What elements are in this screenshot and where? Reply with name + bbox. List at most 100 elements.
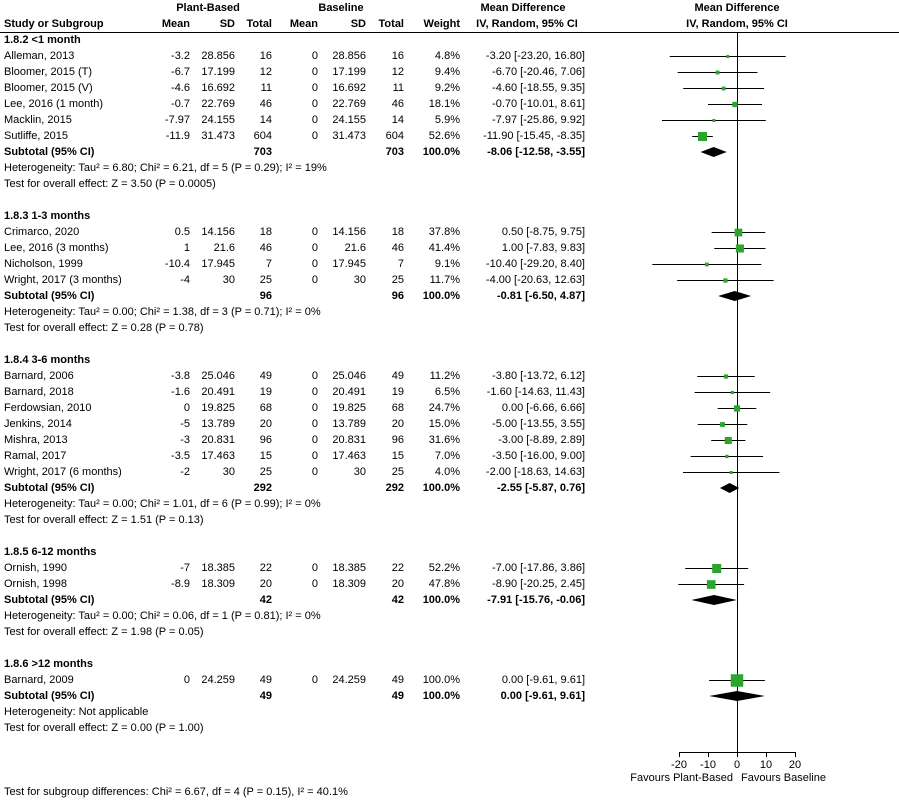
subgroup-difference-test: Test for subgroup differences: Chi² = 6.… [4, 786, 348, 798]
subtotal-label: Subtotal (95% CI) [4, 290, 95, 302]
plant-total: 19 [259, 386, 272, 398]
md-ci-text: -0.70 [-10.01, 8.61] [492, 98, 585, 110]
md-ci-text: -1.60 [-14.63, 11.43] [486, 386, 585, 398]
baseline-sd: 24.155 [332, 114, 366, 126]
baseline-group-header: Baseline [318, 2, 364, 14]
md-ci-text: 0.50 [-8.75, 9.75] [501, 226, 585, 238]
plant-mean: -8.9 [171, 578, 190, 590]
footer-row: Test for subgroup differences: Chi² = 6.… [0, 784, 899, 800]
plant-mean: -11.9 [165, 130, 190, 142]
baseline-sd: 18.309 [332, 578, 366, 590]
study-name: Nicholson, 1999 [4, 258, 83, 270]
plant-total: 11 [260, 82, 272, 94]
baseline-mean: 0 [311, 466, 318, 478]
col-ci-plot: IV, Random, 95% CI [686, 18, 788, 30]
weight: 4.8% [434, 50, 460, 62]
subgroup-label: 1.8.5 6-12 months [4, 546, 97, 558]
study-row: Bloomer, 2015 (V) -4.6 16.692 11 0 16.692 11 9.… [0, 80, 899, 96]
subgroup-label: 1.8.2 <1 month [4, 34, 81, 46]
plant-sd: 17.945 [201, 258, 235, 270]
study-name: Barnard, 2009 [4, 674, 74, 686]
plant-mean: -3.2 [171, 50, 190, 62]
plant-mean: -6.7 [171, 66, 190, 78]
plant-mean: -10.4 [164, 258, 190, 270]
plant-sd: 22.769 [201, 98, 235, 110]
study-row: Bloomer, 2015 (T) -6.7 17.199 12 0 17.199 12 9.… [0, 64, 899, 80]
plant-total: 16 [259, 50, 272, 62]
md-ci-text: -5.00 [-13.55, 3.55] [492, 418, 585, 430]
plant-sd: 14.156 [201, 226, 235, 238]
subtotal-label: Subtotal (95% CI) [4, 594, 95, 606]
baseline-total: 20 [391, 418, 404, 430]
overall-effect-row: Test for overall effect: Z = 1.98 (P = 0… [0, 624, 899, 640]
baseline-total: 25 [391, 466, 404, 478]
subtotal-ci-text: -8.06 [-12.58, -3.55] [487, 146, 585, 158]
subtotal-ci-text: -7.91 [-15.76, -0.06] [487, 594, 585, 606]
plant-mean: 0 [183, 674, 190, 686]
baseline-total: 25 [391, 274, 404, 286]
baseline-total: 16 [391, 50, 404, 62]
baseline-total: 14 [391, 114, 404, 126]
baseline-total: 49 [391, 674, 404, 686]
plant-sd: 20.491 [201, 386, 235, 398]
study-name: Wright, 2017 (6 months) [4, 466, 122, 478]
weight: 37.8% [428, 226, 460, 238]
baseline-total: 19 [391, 386, 404, 398]
baseline-sd: 28.856 [332, 50, 366, 62]
heterogeneity-text: Heterogeneity: Tau² = 0.00; Chi² = 1.38,… [4, 306, 321, 318]
weight: 41.4% [428, 242, 460, 254]
weight: 6.5% [434, 386, 460, 398]
subtotal-row: Subtotal (95% CI) 703 703 100.0% -8.06 [-12.… [0, 144, 899, 160]
overall-effect-row: Test for overall effect: Z = 3.50 (P = 0… [0, 176, 899, 192]
baseline-sd: 20.491 [332, 386, 366, 398]
study-name: Lee, 2016 (1 month) [4, 98, 104, 110]
plant-total: 46 [259, 98, 272, 110]
study-name: Barnard, 2018 [4, 386, 74, 398]
subtotal-row: Subtotal (95% CI) 42 42 100.0% -7.91 [-15.76… [0, 592, 899, 608]
subgroup-header-row: 1.8.3 1-3 months [0, 208, 899, 224]
subtotal-baseline-total: 49 [391, 690, 404, 702]
baseline-sd: 20.831 [332, 434, 366, 446]
plant-sd: 28.856 [201, 50, 235, 62]
plant-mean: 0 [183, 402, 190, 414]
plant-mean: -5 [180, 418, 190, 430]
col-study-or-subgroup: Study or Subgroup [4, 18, 104, 30]
subtotal-weight: 100.0% [422, 146, 460, 158]
baseline-mean: 0 [311, 274, 318, 286]
subtotal-plant-total: 703 [253, 146, 272, 158]
study-name: Ornish, 1990 [4, 562, 67, 574]
weight: 15.0% [428, 418, 460, 430]
study-name: Ornish, 1998 [4, 578, 67, 590]
plant-sd: 24.155 [201, 114, 235, 126]
heterogeneity-text: Heterogeneity: Tau² = 0.00; Chi² = 1.01,… [4, 498, 321, 510]
md-ci-text: -3.80 [-13.72, 6.12] [492, 370, 585, 382]
md-ci-text: -6.70 [-20.46, 7.06] [492, 66, 585, 78]
baseline-mean: 0 [311, 450, 318, 462]
md-ci-text: -4.60 [-18.55, 9.35] [492, 82, 585, 94]
plant-sd: 13.789 [201, 418, 235, 430]
baseline-total: 68 [391, 402, 404, 414]
baseline-mean: 0 [311, 434, 318, 446]
plant-total: 20 [259, 418, 272, 430]
plant-total: 49 [259, 674, 272, 686]
baseline-sd: 17.945 [332, 258, 366, 270]
col-ci-text: IV, Random, 95% CI [476, 18, 578, 30]
study-row: Ferdowsian, 2010 0 19.825 68 0 19.825 68 24.7% 0… [0, 400, 899, 416]
baseline-mean: 0 [311, 226, 318, 238]
study-name: Macklin, 2015 [4, 114, 72, 126]
baseline-sd: 24.259 [332, 674, 366, 686]
plant-total: 7 [265, 258, 272, 270]
study-name: Crimarco, 2020 [4, 226, 80, 238]
baseline-mean: 0 [311, 98, 318, 110]
study-name: Alleman, 2013 [4, 50, 75, 62]
weight: 5.9% [434, 114, 460, 126]
plant-mean: 0.5 [174, 226, 190, 238]
heterogeneity-row: Heterogeneity: Not applicable [0, 704, 899, 720]
heterogeneity-text: Heterogeneity: Not applicable [4, 706, 149, 718]
plant-sd: 30 [222, 466, 235, 478]
plant-sd: 21.6 [213, 242, 235, 254]
baseline-mean: 0 [311, 386, 318, 398]
md-ci-text: -10.40 [-29.20, 8.40] [485, 258, 585, 270]
subtotal-ci-text: 0.00 [-9.61, 9.61] [500, 690, 585, 702]
overall-effect-row: Test for overall effect: Z = 0.00 (P = 1… [0, 720, 899, 736]
